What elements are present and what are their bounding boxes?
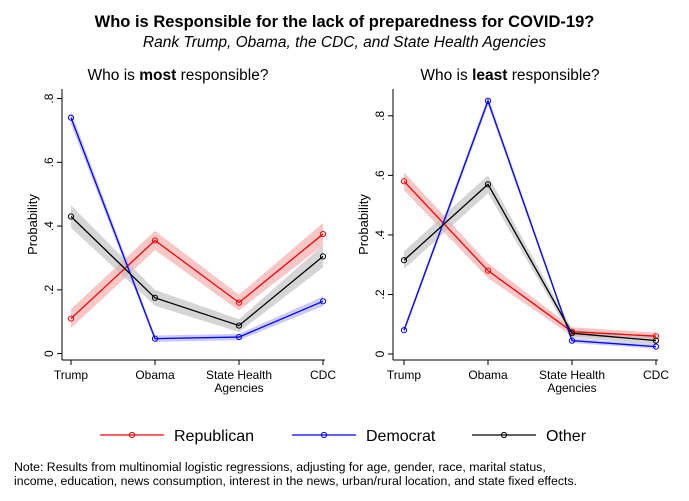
ci-band-other xyxy=(71,205,323,332)
y-tick-label: .8 xyxy=(373,110,387,120)
y-tick-label: 0 xyxy=(42,350,56,357)
legend: Republican Democrat Other xyxy=(100,428,587,445)
ci-band-republican xyxy=(404,172,656,340)
x-tick-label-state-health-agencies: State Health Agencies xyxy=(539,368,605,395)
x-tick-label-line: Trump xyxy=(54,368,89,382)
y-tick-label: .6 xyxy=(42,157,56,167)
y-tick-label: .4 xyxy=(373,230,387,240)
y-axis-label: Probability xyxy=(25,194,40,255)
series-line-republican xyxy=(403,180,657,337)
chart-subtitle: Rank Trump, Obama, the CDC, and State He… xyxy=(143,34,546,51)
note-line-1: Note: Results from multinomial logistic … xyxy=(14,460,546,474)
x-tick-label-line: CDC xyxy=(310,368,336,382)
point-democrat xyxy=(319,298,327,305)
point-republican xyxy=(400,178,408,185)
x-tick-label-line: Trump xyxy=(387,368,422,382)
point-other xyxy=(67,213,75,220)
legend-marker xyxy=(128,431,136,439)
point-other xyxy=(319,253,327,260)
legend-label: Republican xyxy=(174,428,254,445)
legend-marker xyxy=(320,431,328,439)
point-democrat xyxy=(67,114,75,121)
ci-band-republican xyxy=(71,222,323,329)
panel-title-part: Who is xyxy=(420,67,472,84)
chart-title: Who is Responsible for the lack of prepa… xyxy=(95,13,595,31)
panel-title: Who is most responsible? xyxy=(88,67,269,84)
y-tick-label: 0 xyxy=(373,350,387,357)
point-other xyxy=(151,294,159,301)
point-other xyxy=(400,257,408,264)
panel-title-part: Who is xyxy=(88,67,140,84)
point-republican xyxy=(652,333,660,340)
point-democrat xyxy=(568,337,576,344)
legend-label: Other xyxy=(546,428,587,445)
panel-title-part: responsible? xyxy=(507,67,600,84)
panel-least-responsible: Who is least responsible? 0 .2 .4 .6 .8 Probab… xyxy=(356,67,669,395)
point-democrat xyxy=(400,327,408,334)
x-tick-label-line: State Health xyxy=(206,368,272,382)
point-other xyxy=(235,322,243,329)
x-tick-label-line: Agencies xyxy=(214,381,263,395)
point-republican xyxy=(484,267,492,274)
panel-title-part: responsible? xyxy=(176,67,269,84)
legend-marker xyxy=(500,431,508,439)
point-democrat xyxy=(484,97,492,105)
series-line-democrat xyxy=(403,98,657,348)
point-democrat xyxy=(235,333,243,341)
x-tick-label-cdc: CDC xyxy=(643,368,669,382)
y-axis-label: Probability xyxy=(356,194,371,255)
series-line-democrat xyxy=(70,117,324,340)
x-tick-label-cdc: CDC xyxy=(310,368,336,382)
panel-title: Who is least responsible? xyxy=(420,67,600,84)
x-tick-label-obama: Obama xyxy=(468,368,508,382)
point-democrat xyxy=(652,343,660,350)
y-tick-label: .4 xyxy=(42,221,56,231)
x-tick-label-line: State Health xyxy=(539,368,605,382)
y-tick-label: .2 xyxy=(42,285,56,295)
point-other xyxy=(652,337,660,344)
series-line-republican xyxy=(70,233,324,320)
x-tick-label-trump: Trump xyxy=(54,368,89,382)
panel-title-part: least xyxy=(472,67,507,84)
x-tick-label-line: Agencies xyxy=(547,381,596,395)
x-tick-label-line: CDC xyxy=(643,368,669,382)
point-republican xyxy=(319,230,327,238)
y-tick-label: .2 xyxy=(373,289,387,299)
series-line-other xyxy=(70,216,324,327)
note-line-2: income, education, news consumption, int… xyxy=(14,474,577,488)
x-tick-label-state-health-agencies: State Health Agencies xyxy=(206,368,272,395)
legend-item-democrat: Democrat xyxy=(292,428,436,445)
point-republican xyxy=(151,237,159,244)
point-other xyxy=(568,330,576,337)
panel-most-responsible: Who is most responsible? 0 .2 .4 .6 .8 Probabi… xyxy=(25,67,336,395)
point-republican xyxy=(67,315,75,322)
series-line-other xyxy=(403,183,657,342)
x-tick-label-obama: Obama xyxy=(135,368,175,382)
x-tick-label-trump: Trump xyxy=(387,368,422,382)
x-tick-label-line: Obama xyxy=(468,368,508,382)
y-tick-label: .6 xyxy=(373,170,387,180)
x-tick-label-line: Obama xyxy=(135,368,175,382)
panel-title-part: most xyxy=(139,67,176,84)
legend-label: Democrat xyxy=(366,428,436,445)
y-tick-label: .8 xyxy=(42,93,56,103)
point-republican xyxy=(235,299,243,306)
legend-item-other: Other xyxy=(472,428,587,445)
point-democrat xyxy=(151,335,159,342)
point-other xyxy=(484,181,492,188)
legend-item-republican: Republican xyxy=(100,428,254,445)
